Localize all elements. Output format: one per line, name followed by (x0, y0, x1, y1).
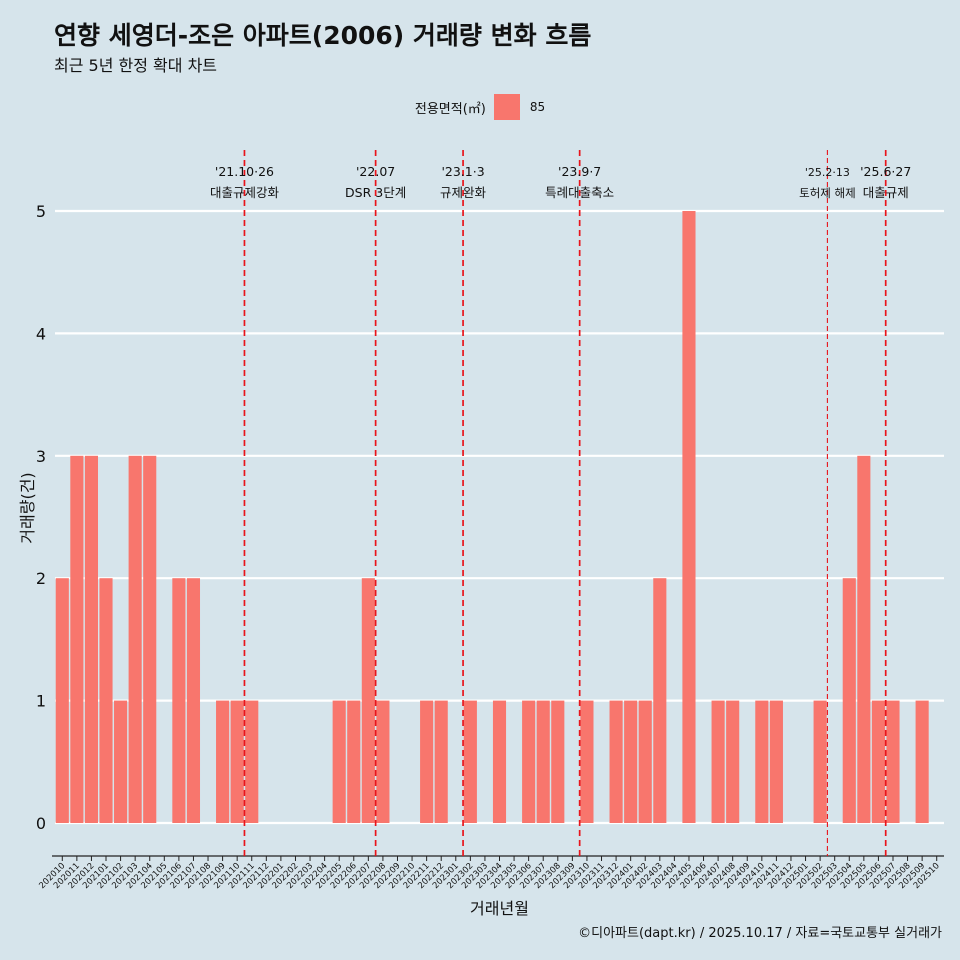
bar (857, 455, 871, 823)
bar (915, 700, 929, 823)
source-caption: ©디아파트(dapt.kr) / 2025.10.17 / 자료=국토교통부 실… (578, 926, 942, 941)
bar (522, 700, 536, 823)
annotation-date: '23.1·3 (441, 164, 484, 179)
bar (769, 700, 783, 823)
annotation-label: 대출규제 (863, 185, 909, 200)
bar (70, 455, 84, 823)
x-axis-title: 거래년월 (470, 899, 529, 918)
bar (871, 700, 885, 823)
annotation-date: '22.07 (356, 164, 395, 179)
bar (711, 700, 725, 823)
annotation-label: 대출규제강화 (210, 185, 280, 200)
legend-label: 85 (529, 100, 546, 114)
bar (492, 700, 507, 823)
bar (84, 455, 98, 823)
bar (347, 700, 361, 823)
bar (99, 578, 113, 823)
annotation-label: 특례대출축소 (545, 185, 614, 200)
bar (638, 700, 652, 823)
annotation-date: '21.10·26 (215, 164, 274, 179)
bar (842, 578, 856, 823)
bar (245, 700, 259, 823)
bar (580, 700, 594, 823)
y-tick-label: 4 (36, 324, 46, 343)
bar (361, 578, 375, 823)
legend-swatch (493, 94, 520, 120)
bar (420, 700, 434, 823)
bar (609, 700, 623, 823)
annotation-date: '25.6·27 (860, 164, 911, 179)
bar (216, 700, 230, 823)
chart-title: 연향 세영더-조은 아파트(2006) 거래량 변화 흐름 (54, 21, 592, 50)
bar (755, 700, 769, 823)
bar (230, 700, 244, 823)
bar (186, 578, 201, 823)
bar (536, 700, 550, 823)
annotation-label: 토허제 해제 (799, 186, 856, 200)
chart-subtitle: 최근 5년 한정 확대 차트 (54, 56, 218, 75)
bar (114, 700, 128, 823)
bar (463, 700, 477, 823)
annotation-date: '25.2·13 (805, 166, 850, 179)
bar (172, 578, 186, 823)
y-tick-label: 2 (36, 569, 46, 588)
legend-title: 전용면적(㎡) (414, 101, 486, 117)
legend: 전용면적(㎡) 85 (0, 94, 960, 120)
bar (55, 578, 69, 823)
bar (434, 700, 448, 823)
bar (624, 700, 638, 823)
bar (813, 700, 827, 823)
bar (332, 700, 346, 823)
annotation-label: DSR 3단계 (345, 185, 406, 200)
annotation-date: '23.9·7 (558, 164, 601, 179)
bar (376, 700, 390, 823)
y-tick-label: 1 (36, 692, 46, 711)
y-axis-title: 거래량(건) (18, 472, 37, 543)
annotation-label: 규제완화 (440, 185, 487, 200)
y-tick-label: 3 (36, 447, 46, 466)
bar (143, 455, 157, 823)
bar (886, 700, 900, 823)
y-tick-label: 0 (36, 814, 46, 833)
bar (653, 578, 667, 823)
y-tick-label: 5 (36, 202, 46, 221)
bar (682, 211, 696, 823)
bar (128, 455, 142, 823)
bar (726, 700, 740, 823)
bar (551, 700, 565, 823)
